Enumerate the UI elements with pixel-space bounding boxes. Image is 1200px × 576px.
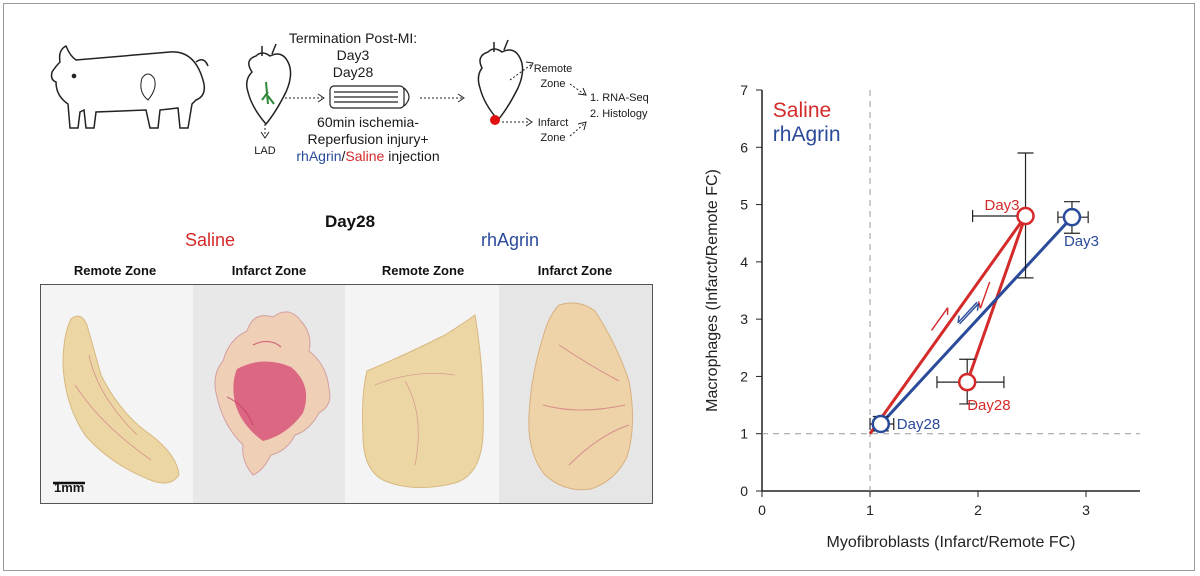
saline-arrow-up [930, 307, 949, 331]
experiment-schematic [50, 39, 587, 139]
y-tick-label: 7 [740, 82, 748, 98]
x-tick-label: 3 [1082, 502, 1090, 518]
analysis-list: 1. RNA-Seq 2. Histology [590, 90, 670, 122]
saline-day3-point [1016, 206, 1035, 226]
infarct-marker [490, 115, 500, 125]
termination-day28: Day28 [332, 64, 374, 80]
group-label-saline: Saline [184, 230, 236, 250]
infarct-zone-label: Infarct Zone [528, 116, 578, 146]
histology-panel [40, 284, 653, 504]
histology-image-saline-remote [41, 285, 193, 503]
saline-arrow-down-head [977, 301, 982, 309]
injection-line: rhAgrin/Saline injection [273, 148, 463, 165]
infarct-zone-line-2: Zone [540, 132, 566, 144]
injection-saline: Saline [345, 148, 385, 164]
agrin-day28-point [871, 414, 891, 434]
zone-label-agrin-remote: Remote Zone [381, 263, 465, 278]
chart-axes: 0 1 2 3 0 1 2 3 4 5 6 7 Myofibroblasts (Infarct/Remo… [704, 82, 1140, 551]
agrin-day3-point [1062, 207, 1082, 227]
infarcted-heart-icon [477, 39, 524, 122]
x-tick-label: 0 [758, 502, 766, 518]
saline-day28-point [957, 372, 977, 392]
y-tick-label: 5 [740, 197, 748, 213]
saline-arrow-down [979, 281, 991, 309]
saline-line-rise [868, 215, 1027, 435]
figure-frame [3, 3, 1195, 571]
scale-bar-label: 1mm [54, 480, 85, 495]
pig-icon [50, 44, 209, 129]
agrin-line [879, 216, 1074, 425]
agrin-arrow-down-head [957, 315, 960, 323]
x-tick-label: 1 [866, 502, 874, 518]
histology-image-agrin-remote [345, 285, 499, 503]
y-tick-label: 4 [740, 254, 748, 270]
zone-label-agrin-infarct: Infarct Zone [537, 263, 613, 278]
remote-zone-label: Remote Zone [528, 62, 578, 92]
saline-day28-label: Day28 [967, 397, 1010, 414]
lad-artery-icon [261, 81, 275, 105]
analysis-histology: 2. Histology [590, 108, 648, 120]
remote-zone-line-2: Zone [540, 78, 566, 90]
procedure-line-1: 60min ischemia- [317, 114, 419, 130]
histology-title: Day28 [324, 212, 376, 231]
y-tick-label: 0 [740, 483, 748, 499]
lad-label: LAD [254, 145, 276, 157]
y-tick-label: 1 [740, 426, 748, 442]
injection-sep: / [341, 148, 346, 164]
reference-lines [762, 90, 1140, 491]
zone-label-saline-infarct: Infarct Zone [231, 263, 307, 278]
infarct-zone-line-1: Infarct [537, 117, 569, 129]
zone-label-saline-remote: Remote Zone [73, 263, 157, 278]
heart-icon [245, 43, 292, 126]
agrin-day28-label: Day28 [897, 416, 940, 433]
agrin-arrow-down [957, 301, 978, 324]
agrin-arrow-up-head [976, 303, 980, 311]
agrin-arrow-up [959, 303, 980, 325]
x-axis-label: Myofibroblasts (Infarct/Remote FC) [827, 534, 1076, 551]
x-tick-label: 2 [974, 502, 982, 518]
y-tick-label: 2 [740, 368, 748, 384]
remote-zone-line-1: Remote [533, 63, 573, 75]
termination-text: Termination Post-MI: Day3 Day28 [278, 30, 428, 81]
fold-change-chart: 0 1 2 3 0 1 2 3 4 5 6 7 Myofibroblasts (Infarct/Remo… [704, 82, 1140, 551]
legend-saline: Saline [773, 99, 831, 122]
chart-series: Day3 Day28 Day3 Day28 [868, 152, 1099, 435]
agrin-day3-label: Day3 [1064, 233, 1099, 250]
histology-image-saline-infarct [193, 285, 345, 503]
catheter-icon [329, 85, 410, 109]
termination-day3: Day3 [336, 47, 370, 63]
y-axis-label: Macrophages (Infarct/Remote FC) [704, 169, 721, 412]
injection-agrin: rhAgrin [296, 148, 342, 164]
analysis-rnaseq: 1. RNA-Seq [590, 92, 649, 104]
y-tick-label: 3 [740, 311, 748, 327]
legend-rhagrin: rhAgrin [773, 123, 841, 146]
y-tick-label: 6 [740, 139, 748, 155]
saline-day3-label: Day3 [984, 197, 1019, 214]
group-label-agrin: rhAgrin [480, 230, 540, 250]
procedure-text: 60min ischemia- Reperfusion injury+ rhAg… [273, 114, 463, 165]
histology-image-agrin-infarct [499, 285, 652, 503]
injection-suffix: injection [384, 148, 440, 164]
procedure-line-2: Reperfusion injury+ [307, 131, 429, 147]
termination-title: Termination Post-MI: [288, 30, 418, 46]
